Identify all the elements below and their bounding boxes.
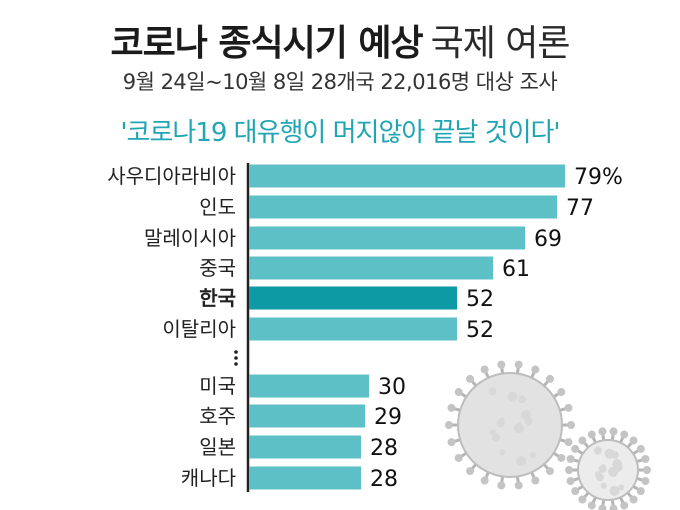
- category-label: 호주: [199, 404, 236, 428]
- value-label: 77: [566, 196, 594, 221]
- category-label: 이탈리아: [162, 317, 236, 341]
- bar-1: [249, 164, 565, 188]
- value-label: 52: [466, 287, 494, 312]
- ellipsis-dot: [234, 362, 238, 366]
- value-label: 79%: [574, 165, 623, 190]
- bar-10: [249, 466, 361, 490]
- category-label: 말레이시아: [144, 226, 236, 250]
- ellipsis-dot: [234, 350, 238, 354]
- value-label: 69: [534, 227, 562, 252]
- bar-9: [249, 435, 361, 459]
- category-label: 인도: [199, 195, 236, 219]
- value-label: 28: [370, 436, 398, 461]
- category-label: 한국: [199, 286, 236, 310]
- category-label: 중국: [199, 256, 236, 280]
- title-normal: 국제 여론: [430, 23, 571, 64]
- category-label: 사우디아라비아: [107, 164, 236, 188]
- chart-title: 코로나 종식시기 예상 국제 여론: [0, 14, 680, 66]
- category-label: 캐나다: [181, 466, 236, 490]
- virus-illustration-small: [565, 427, 651, 510]
- bar-8: [249, 404, 365, 428]
- value-label: 28: [370, 467, 398, 492]
- ellipsis-dot: [234, 356, 238, 360]
- bar-4: [249, 256, 493, 280]
- virus-illustration-large: [445, 360, 575, 490]
- value-label: 30: [378, 375, 406, 400]
- title-bold: 코로나 종식시기 예상: [110, 23, 423, 64]
- category-label: 일본: [199, 435, 236, 459]
- survey-question: '코로나19 대유행이 머지않아 끝날 것이다': [120, 118, 560, 148]
- value-label: 52: [466, 318, 494, 343]
- bar-6: [249, 317, 457, 341]
- bar-3: [249, 226, 525, 250]
- bar-2: [249, 195, 557, 219]
- bar-7: [249, 374, 369, 398]
- chart-subtitle: 9월 24일~10월 8일 28개국 22,016명 대상 조사: [122, 70, 558, 94]
- value-label: 29: [374, 405, 402, 430]
- category-label: 미국: [199, 374, 236, 398]
- bar-5: [249, 286, 457, 310]
- value-label: 61: [502, 257, 530, 282]
